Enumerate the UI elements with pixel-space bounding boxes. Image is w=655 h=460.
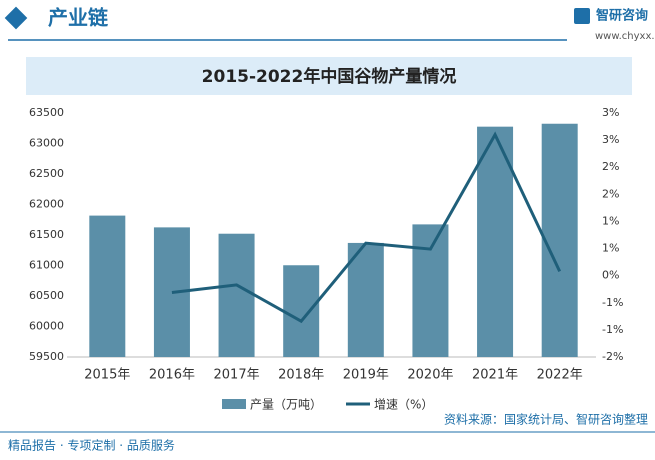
x-tick-label: 2022年: [537, 368, 583, 383]
x-tick-label: 2021年: [472, 368, 518, 383]
y-tick-label: 63000: [29, 137, 64, 150]
x-tick-label: 2020年: [407, 368, 453, 383]
y2-tick-label: 0%: [602, 269, 619, 282]
bar: [541, 123, 578, 358]
y-tick-label: 63500: [29, 106, 64, 119]
x-tick-label: 2018年: [278, 368, 324, 383]
chart-title: 2015-2022年中国谷物产量情况: [202, 66, 457, 87]
y-tick-label: 62500: [29, 167, 64, 180]
bar: [89, 215, 126, 357]
header-title: 产业链: [48, 6, 109, 30]
y2-tick-label: 3%: [602, 106, 619, 119]
footer-left: 精品报告 · 专项定制 · 品质服务: [8, 438, 175, 453]
y2-tick-label: -2%: [602, 350, 623, 363]
legend-swatch: [222, 399, 246, 409]
y2-tick-label: 3%: [602, 133, 619, 146]
y2-tick-label: 1%: [602, 242, 619, 255]
y2-tick-label: 2%: [602, 187, 619, 200]
bar: [218, 233, 255, 357]
y2-tick-label: -1%: [602, 296, 623, 309]
y2-tick-label: -1%: [602, 323, 623, 336]
bar: [283, 265, 320, 357]
bar: [477, 126, 514, 357]
y-tick-label: 62000: [29, 198, 64, 211]
y2-tick-label: 1%: [602, 214, 619, 227]
y-tick-label: 60500: [29, 289, 64, 302]
y-tick-label: 59500: [29, 350, 64, 363]
legend-label: 产量（万吨）: [250, 398, 322, 412]
x-tick-label: 2019年: [343, 368, 389, 383]
brand-logo: [574, 8, 590, 24]
footer-source: 资料来源：国家统计局、智研咨询整理: [444, 412, 648, 427]
y-tick-label: 61000: [29, 259, 64, 272]
y2-tick-label: 2%: [602, 160, 619, 173]
y-tick-label: 60000: [29, 320, 64, 333]
x-tick-label: 2015年: [84, 368, 130, 383]
x-tick-label: 2017年: [214, 368, 260, 383]
bar: [347, 242, 384, 357]
x-tick-label: 2016年: [149, 368, 195, 383]
legend-label: 增速（%）: [374, 398, 433, 412]
brand-url: www.chyxx.com: [595, 31, 655, 42]
line: [171, 131, 562, 324]
brand-name: 智研咨询: [596, 8, 648, 24]
bar: [412, 224, 449, 357]
y-tick-label: 61500: [29, 228, 64, 241]
title-banner: [26, 57, 632, 95]
